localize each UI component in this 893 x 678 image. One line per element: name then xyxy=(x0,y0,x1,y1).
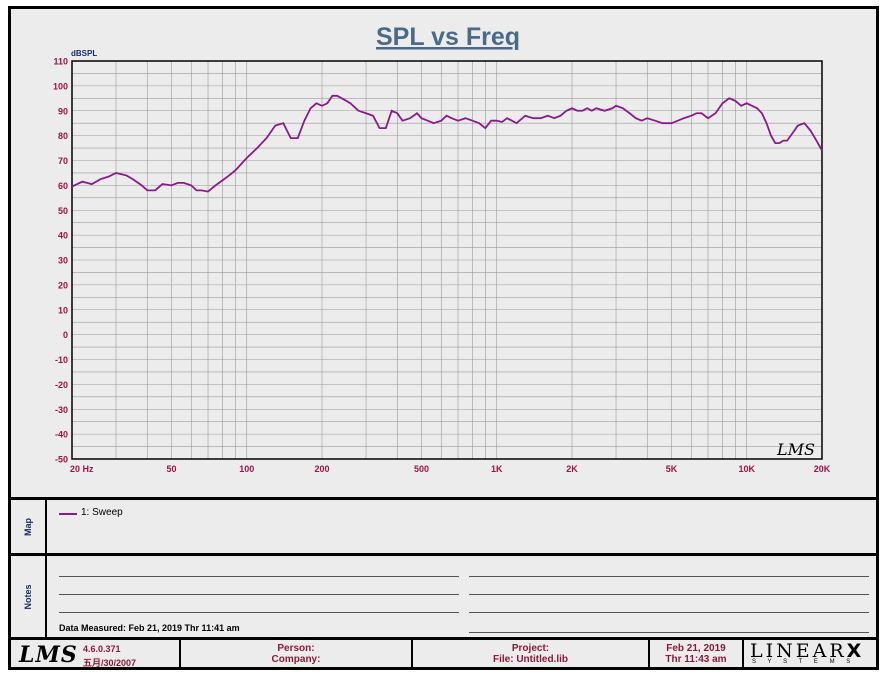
y-tick-label: -30 xyxy=(55,405,68,415)
linearx-logo: LINEARX xyxy=(750,640,864,662)
y-tick-label: -20 xyxy=(55,380,68,390)
y-tick-label: 20 xyxy=(58,280,68,290)
footer-lms: LMS 4.6.0.371 五月/30/2007 xyxy=(11,640,181,668)
y-tick-label: -40 xyxy=(55,430,68,440)
y-tick-label: 90 xyxy=(58,106,68,116)
y-tick-label: -10 xyxy=(55,355,68,365)
x-tick-label: 50 xyxy=(166,464,176,474)
y-tick-label: 100 xyxy=(53,81,68,91)
chart-title: SPL vs Freq xyxy=(376,23,520,51)
y-tick-label: 60 xyxy=(58,181,68,191)
footer-brand: LINEARX S Y S T E M S xyxy=(744,640,876,667)
series-line-sweep xyxy=(71,94,823,193)
plot-area xyxy=(71,60,823,460)
footer-date-text: Feb 21, 2019 xyxy=(666,643,726,654)
legend-swatch xyxy=(59,513,77,515)
notes-side-label: Notes xyxy=(11,556,47,637)
brand-text: LINEAR xyxy=(750,640,847,662)
person-label: Person: xyxy=(277,643,315,654)
y-tick-label: 0 xyxy=(63,330,68,340)
y-tick-label: 70 xyxy=(58,156,68,166)
company-label: Company: xyxy=(271,654,321,665)
note-line xyxy=(59,612,459,613)
note-line xyxy=(59,576,459,577)
x-tick-label: 20K xyxy=(814,464,831,474)
file-label: File: Untitled.lib xyxy=(493,654,568,665)
grid xyxy=(71,60,823,460)
x-tick-label: 100 xyxy=(239,464,254,474)
data-measured: Data Measured: Feb 21, 2019 Thr 11:41 am xyxy=(59,623,240,633)
footer-date: Feb 21, 2019 Thr 11:43 am xyxy=(650,640,744,667)
notes-label: Notes xyxy=(23,583,33,610)
y-tick-label: 30 xyxy=(58,256,68,266)
footer: LMS 4.6.0.371 五月/30/2007 Person: Company… xyxy=(11,637,876,668)
legend-label: 1: Sweep xyxy=(81,507,123,518)
x-tick-label: 5K xyxy=(666,464,678,474)
x-tick-label: 500 xyxy=(414,464,429,474)
version: 4.6.0.371 xyxy=(83,644,121,654)
lms-logo: LMS xyxy=(19,642,78,668)
map-side-label: Map xyxy=(11,500,47,553)
note-line xyxy=(469,612,869,613)
project-label: Project: xyxy=(511,643,550,654)
y-tick-label: 40 xyxy=(58,231,68,241)
footer-project: Project: File: Untitled.lib xyxy=(413,640,650,667)
y-tick-label: 110 xyxy=(53,57,68,67)
footer-person: Person: Company: xyxy=(181,640,413,667)
lms-watermark: LMS xyxy=(776,440,815,459)
y-tick-label: 50 xyxy=(58,206,68,216)
y-tick-label: 10 xyxy=(58,305,68,315)
spl-chart: SPL vs Freq dBSPL 1101009080706050403020… xyxy=(53,23,831,474)
notes-panel: Notes Data Measured: Feb 21, 2019 Thr 11… xyxy=(11,553,876,637)
brand-sub: S Y S T E M S xyxy=(752,659,856,665)
x-ticks: 20 Hz 50 100 200 500 1K 2K 5K 10K 20K xyxy=(70,464,831,474)
note-line xyxy=(59,594,459,595)
brand-x: X xyxy=(846,640,865,662)
note-line xyxy=(469,576,869,577)
x-tick-label: 2K xyxy=(566,464,578,474)
report-frame: SPL vs Freq dBSPL 110 100 90 80 70 60 50 40 30 20… xyxy=(8,6,879,670)
note-line xyxy=(469,594,869,595)
version-date: 五月/30/2007 xyxy=(83,658,137,668)
y-tick-label: 80 xyxy=(58,131,68,141)
map-label: Map xyxy=(23,517,33,536)
y-tick-label: -50 xyxy=(55,455,68,465)
x-tick-label: 10K xyxy=(738,464,755,474)
y-axis-label: dBSPL xyxy=(71,49,97,58)
footer-time-text: Thr 11:43 am xyxy=(665,654,727,665)
map-panel: Map 1: Sweep xyxy=(11,497,876,553)
x-tick-label: 1K xyxy=(491,464,503,474)
note-line xyxy=(469,632,869,633)
x-tick-label: 200 xyxy=(314,464,329,474)
x-tick-label: 20 Hz xyxy=(70,464,94,474)
